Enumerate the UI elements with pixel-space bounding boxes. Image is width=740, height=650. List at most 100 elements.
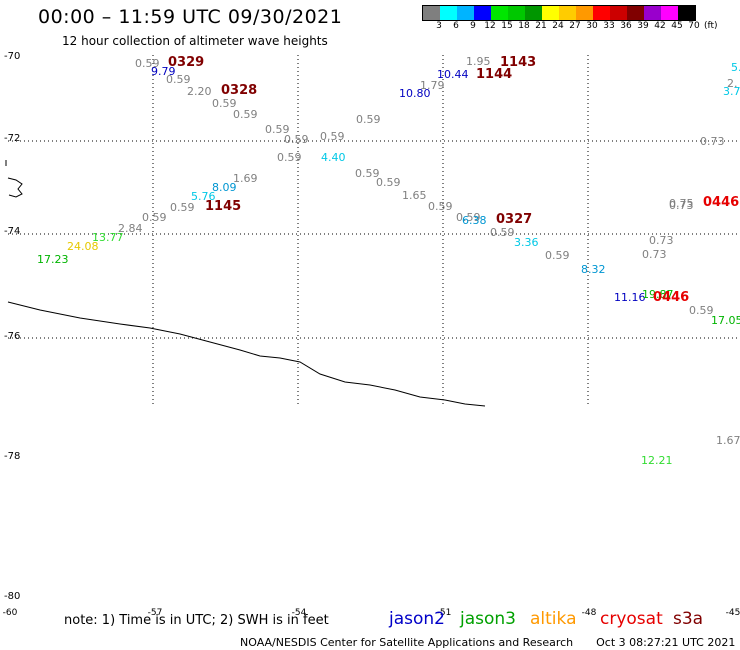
wave-height-obs: 1.95 [466, 55, 491, 68]
color-scale-legend [422, 5, 696, 21]
legend-swatch [627, 6, 644, 20]
wave-height-obs: 5. [731, 61, 740, 74]
wave-height-obs: 19.87 [642, 288, 674, 301]
wave-height-obs: 8.32 [581, 263, 606, 276]
wave-height-obs: 0.59 [135, 57, 160, 70]
lat-label: -74 [4, 226, 21, 237]
wave-height-obs: 0.59 [320, 130, 345, 143]
generated-timestamp: Oct 3 08:27:21 UTC 2021 [596, 636, 736, 649]
satellite-jason3: jason3 [460, 609, 516, 629]
legend-level-label: 21 [535, 21, 547, 31]
wave-height-obs: 9.79 [151, 65, 176, 78]
wave-height-obs: 0.73 [649, 234, 674, 247]
wave-height-obs: 1.69 [233, 172, 258, 185]
wave-height-obs: 0.73 [642, 248, 667, 261]
wave-height-obs: 11.16 [614, 291, 646, 304]
legend-swatch [542, 6, 559, 20]
legend-level-label: 45 [671, 21, 683, 31]
wave-height-obs: 17.23 [37, 253, 69, 266]
wave-height-obs: 0.59 [142, 211, 167, 224]
legend-level-label: 36 [620, 21, 632, 31]
orbit-time-label: 0328 [221, 83, 258, 98]
wave-height-obs: 0.59 [376, 176, 401, 189]
wave-height-obs: 0.73 [669, 199, 694, 212]
satellite-cryosat: cryosat [600, 609, 663, 629]
wave-height-obs: 0.75 [669, 197, 694, 210]
wave-height-obs: 0.59 [233, 108, 258, 121]
wave-height-obs: 0.59 [277, 151, 302, 164]
wave-height-obs: 3.7 [723, 85, 740, 98]
lat-label: -72 [4, 133, 21, 144]
credit-line: NOAA/NESDIS Center for Satellite Applica… [240, 636, 735, 649]
coastline-fragment [7, 177, 23, 198]
wave-height-obs: 10.44 [437, 68, 469, 81]
legend-swatch [440, 6, 457, 20]
wave-height-obs: 13.77 [92, 231, 124, 244]
lat-label: -70 [4, 51, 21, 62]
wave-height-obs: 0.59 [284, 133, 309, 146]
wave-height-obs: 10.80 [399, 87, 431, 100]
wave-height-obs: 0.59 [456, 211, 481, 224]
lat-label: -76 [4, 331, 21, 342]
legend-swatch [423, 6, 440, 20]
legend-swatch [610, 6, 627, 20]
legend-level-label: 27 [569, 21, 581, 31]
orbit-time-label: 1144 [476, 67, 513, 82]
lon-label: -54 [291, 608, 307, 618]
legend-unit-label: (ft) [704, 21, 718, 31]
legend-level-label: 15 [501, 21, 513, 31]
lon-label: -51 [436, 608, 452, 618]
wave-height-obs: 6.38 [462, 214, 487, 227]
legend-swatch [491, 6, 508, 20]
wave-height-obs: 2.20 [187, 85, 212, 98]
wave-height-obs: 1.65 [402, 189, 427, 202]
legend-level-label: 3 [436, 21, 442, 31]
antarctic-coastline [7, 301, 486, 407]
wave-height-obs: 0.59 [428, 200, 453, 213]
satellite-jason2: jason2 [389, 609, 445, 629]
wave-height-obs: 0.59 [545, 249, 570, 262]
wave-height-obs: 4.40 [321, 151, 346, 164]
legend-swatch [576, 6, 593, 20]
footnote: note: 1) Time is in UTC; 2) SWH is in fe… [64, 613, 329, 628]
wave-height-obs: 0.59 [490, 226, 515, 239]
lon-label: -48 [581, 608, 597, 618]
wave-height-obs: 2.84 [118, 222, 143, 235]
legend-swatch [593, 6, 610, 20]
wave-height-obs: 24.08 [67, 240, 99, 253]
legend-level-label: 18 [518, 21, 530, 31]
lat-label: -78 [4, 451, 21, 462]
credit-text: NOAA/NESDIS Center for Satellite Applica… [240, 636, 574, 649]
legend-level-label: 39 [637, 21, 649, 31]
wave-height-obs: 2. [727, 77, 738, 90]
legend-swatch [678, 6, 695, 20]
wave-height-obs: 1.79 [420, 79, 445, 92]
wave-height-obs: 3.36 [514, 236, 539, 249]
legend-swatch [474, 6, 491, 20]
legend-level-label: 9 [470, 21, 476, 31]
lon-label: -45 [725, 608, 740, 618]
satellite-altika: altika [530, 609, 577, 629]
wave-height-obs: 0.59 [689, 304, 714, 317]
lat-label: -80 [4, 591, 21, 602]
legend-swatch [661, 6, 678, 20]
legend-swatch [508, 6, 525, 20]
legend-swatch [559, 6, 576, 20]
wave-height-obs: 0.59 [212, 97, 237, 110]
legend-level-label: 42 [654, 21, 666, 31]
wave-height-obs: 17.05 [711, 314, 740, 327]
satellite-s3a: s3a [673, 609, 704, 629]
orbit-time-label: 1145 [205, 199, 242, 214]
wave-height-obs: 12.21 [641, 454, 673, 467]
lon-label: -60 [2, 608, 18, 618]
orbit-time-label: 0327 [496, 212, 533, 227]
wave-height-obs: 0.59 [170, 201, 195, 214]
orbit-time-label: 0329 [168, 55, 205, 70]
legend-level-label: 24 [552, 21, 564, 31]
legend-level-label: 70 [688, 21, 700, 31]
wave-height-obs: 0.59 [356, 113, 381, 126]
orbit-time-label: 0446 [703, 195, 740, 210]
legend-level-label: 12 [484, 21, 496, 31]
wave-height-obs: 5.76 [191, 190, 216, 203]
